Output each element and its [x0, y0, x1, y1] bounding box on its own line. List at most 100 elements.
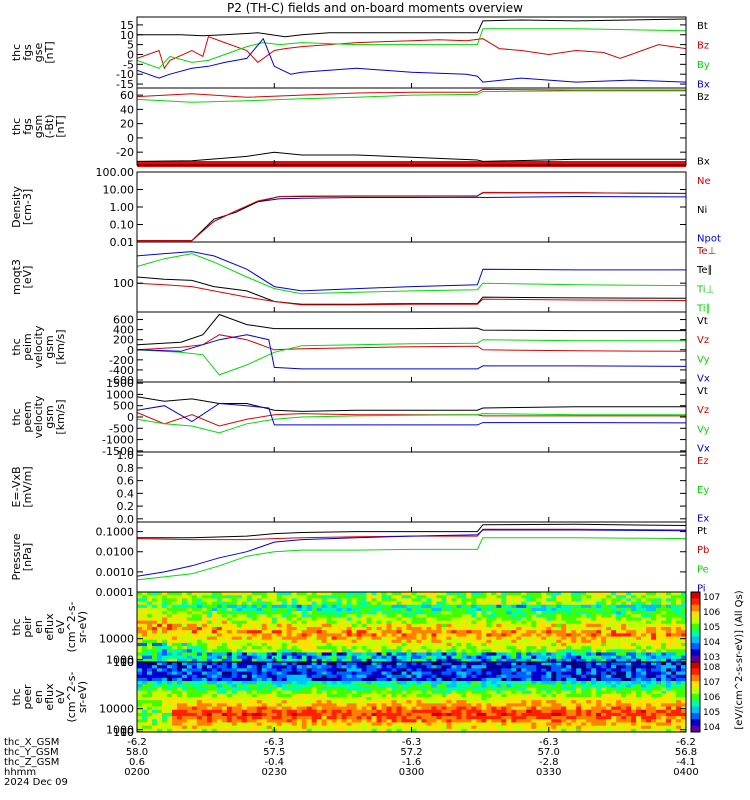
spectrogram-cell [536, 722, 542, 726]
spectrogram-cell [376, 716, 382, 720]
spectrogram-cell [166, 671, 173, 676]
spectrogram-cell [466, 652, 472, 656]
legend-pt: Pt [697, 526, 707, 537]
spectrogram-cell [151, 601, 158, 606]
spectrogram-cell [601, 668, 607, 672]
legend-vt: Vt [697, 316, 708, 327]
spectrogram-cell [226, 665, 233, 669]
spectrogram-cell [311, 595, 317, 599]
spectrogram-cell [561, 728, 567, 733]
spectrogram-cell [201, 687, 208, 691]
spectrogram-cell [286, 595, 293, 599]
spectrogram-cell [261, 690, 268, 695]
spectrogram-cell [331, 604, 337, 609]
spectrogram-cell [226, 607, 233, 612]
spectrogram-cell [431, 719, 437, 723]
spectrogram-cell [276, 627, 283, 631]
spectrogram-cell [296, 703, 302, 707]
spectrogram-cell [171, 630, 178, 634]
spectrogram-cell [191, 649, 198, 653]
spectrogram-cell [376, 595, 382, 599]
spectrogram-cell [561, 722, 567, 726]
spectrogram-cell [666, 623, 672, 628]
spectrogram-cell [466, 655, 472, 660]
spectrogram-cell [676, 642, 682, 647]
spectrogram-cell [146, 620, 153, 625]
spectrogram-cell [141, 687, 148, 691]
spectrogram-cell [416, 703, 422, 707]
spectrogram-cell [486, 601, 492, 606]
spectrogram-cell [161, 595, 168, 599]
spectrogram-cell [286, 709, 293, 714]
spectrogram-cell [296, 693, 302, 698]
spectrogram-cell [421, 706, 427, 711]
spectrogram-cell [631, 607, 637, 612]
spectrogram-cell [491, 690, 497, 695]
spectrogram-cell [661, 611, 667, 615]
spectrogram-cell [401, 703, 407, 707]
spectrogram-cell [451, 617, 457, 621]
spectrogram-cell [281, 684, 288, 688]
spectrogram-cell [616, 706, 622, 711]
spectrogram-cell [581, 655, 587, 660]
spectrogram-cell [386, 639, 392, 644]
spectrogram-cell [161, 719, 168, 723]
spectrogram-cell [291, 674, 298, 679]
spectrogram-cell [266, 598, 273, 602]
spectrogram-cell [356, 623, 362, 628]
spectrogram-cell [451, 620, 457, 625]
spectrogram-cell [576, 592, 582, 596]
legend-vx: Vx [697, 374, 710, 385]
spectrogram-cell [171, 658, 178, 663]
spectrogram-cell [261, 630, 268, 634]
spectrogram-cell [226, 709, 233, 714]
spectrogram-cell [151, 607, 158, 612]
spectrogram-cell [446, 690, 452, 695]
spectrogram-cell [466, 658, 472, 663]
spectrogram-cell [276, 646, 283, 650]
spectrogram-cell [286, 598, 293, 602]
spectrogram-cell [236, 595, 243, 599]
spectrogram-cell [521, 642, 527, 647]
spectrogram-cell [236, 728, 243, 733]
spectrogram-cell [526, 598, 532, 602]
spectrogram-cell [676, 649, 682, 653]
spectrogram-cell [521, 627, 527, 631]
spectrogram-cell [391, 604, 397, 609]
spectrogram-cell [646, 614, 652, 618]
spectrogram-cell [146, 604, 153, 609]
spectrogram-cell [331, 728, 337, 733]
spectrogram-cell [261, 712, 268, 717]
spectrogram-cell [511, 681, 517, 685]
spectrogram-cell [241, 662, 248, 666]
spectrogram-cell [566, 719, 572, 723]
spectrogram-cell [631, 649, 637, 653]
spectrogram-cell [321, 700, 327, 704]
spectrogram-cell [436, 703, 442, 707]
spectrogram-cell [351, 633, 357, 637]
spectrogram-cell [611, 687, 617, 691]
spectrogram-cell [491, 668, 497, 672]
spectrogram-cell [576, 703, 582, 707]
spectrogram-cell [181, 709, 188, 714]
spectrogram-cell [266, 630, 273, 634]
spectrogram-cell [421, 703, 427, 707]
spectrogram-cell [316, 700, 322, 704]
spectrogram-cell [586, 649, 592, 653]
spectrogram-cell [651, 709, 657, 714]
spectrogram-cell [251, 611, 258, 615]
spectrogram-cell [511, 617, 517, 621]
spectrogram-cell [456, 611, 462, 615]
spectrogram-cell [421, 662, 427, 666]
spectrogram-cell [201, 719, 208, 723]
spectrogram-cell [576, 620, 582, 625]
spectrogram-cell [376, 722, 382, 726]
spectrogram-cell [231, 690, 238, 695]
spectrogram-cell [461, 601, 467, 606]
spectrogram-cell [181, 703, 188, 707]
spectrogram-cell [546, 639, 552, 644]
spectrogram-cell [176, 665, 183, 669]
spectrogram-cell [551, 684, 557, 688]
spectrogram-cell [191, 681, 198, 685]
spectrogram-cell [291, 617, 298, 621]
